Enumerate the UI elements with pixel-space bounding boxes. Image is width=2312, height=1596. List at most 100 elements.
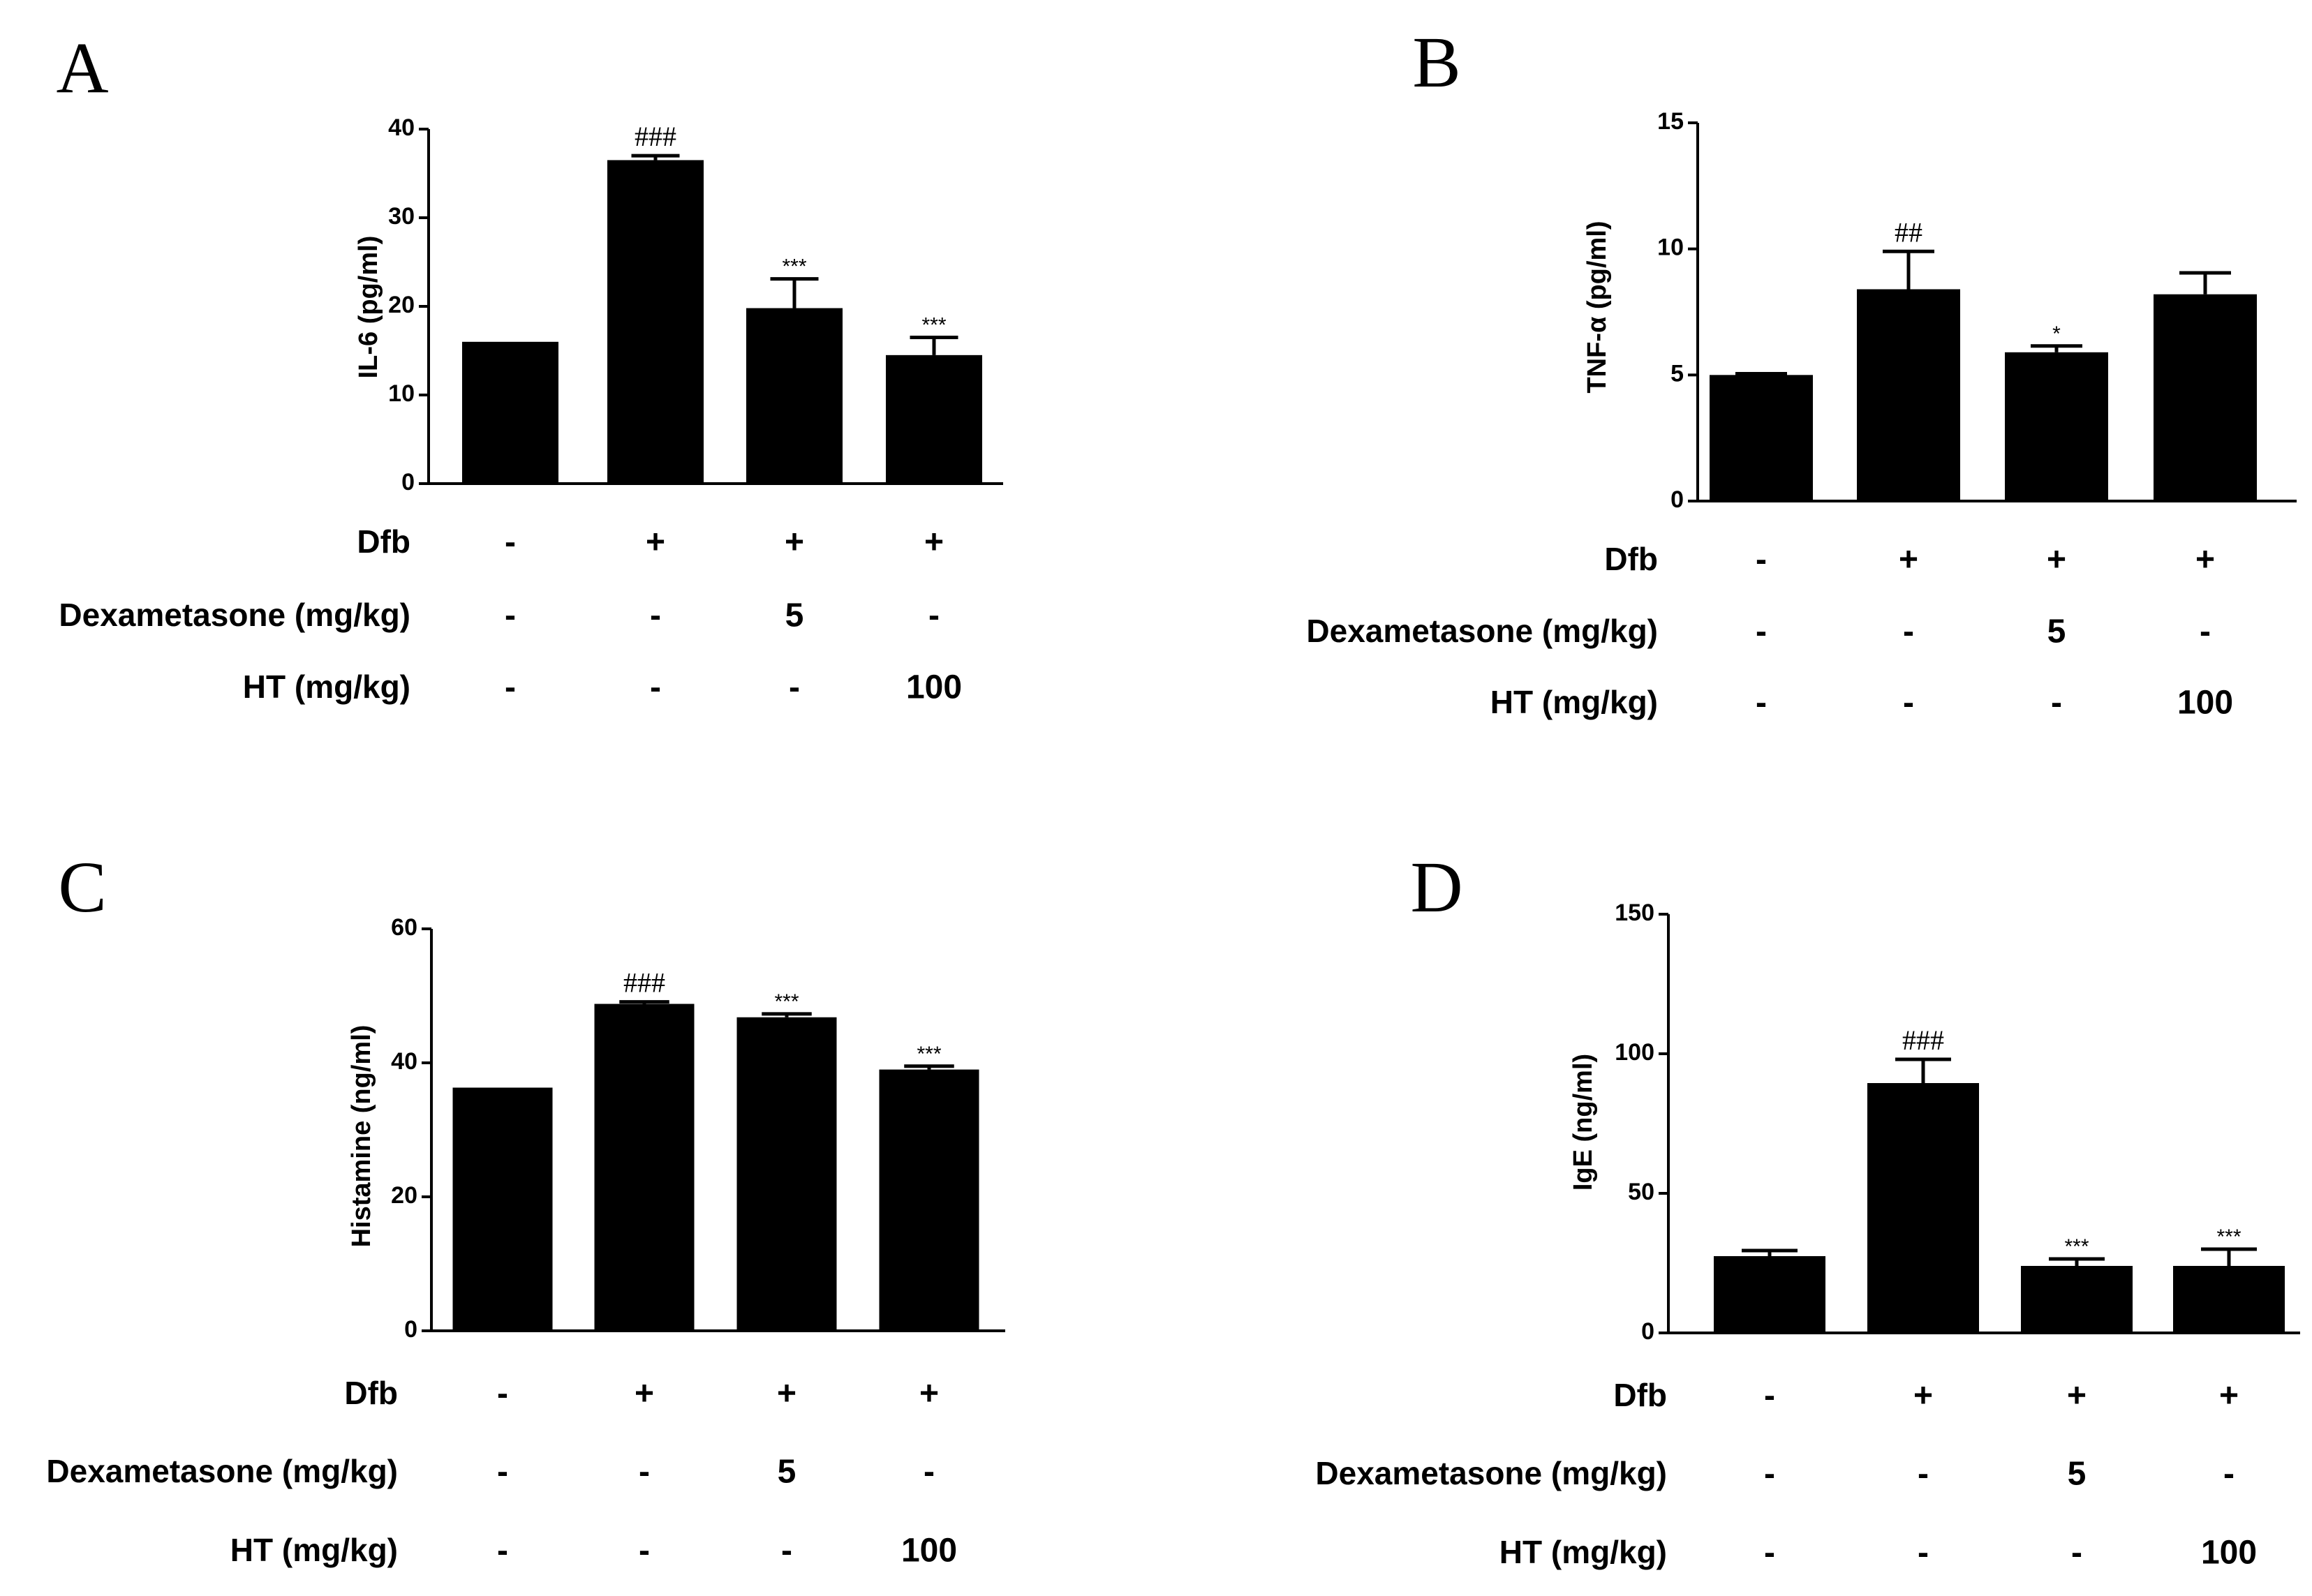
y-tick-label: 10: [388, 380, 415, 407]
y-axis-label: TNF-α (pg/ml): [1583, 221, 1612, 393]
treatment-row-label: HT (mg/kg): [1490, 684, 1658, 720]
bar: [736, 1017, 837, 1331]
treatment-cell: -: [1756, 685, 1767, 722]
treatment-row-label: Dfb: [344, 1375, 398, 1411]
bar: [452, 1087, 553, 1331]
significance-star: ***: [2064, 1235, 2089, 1258]
y-tick-label: 0: [1641, 1318, 1654, 1345]
significance-star: ***: [2216, 1225, 2241, 1248]
bar: [746, 308, 843, 484]
treatment-row-label: HT (mg/kg): [243, 669, 410, 705]
treatment-cell: +: [2219, 1378, 2239, 1415]
treatment-cell: +: [777, 1375, 796, 1412]
bar: [1710, 375, 1813, 501]
bar: [886, 355, 982, 484]
treatment-cell: 100: [906, 669, 962, 706]
treatment-cell: -: [497, 1532, 508, 1569]
bar: [879, 1069, 979, 1331]
y-tick-label: 20: [388, 292, 415, 318]
treatment-cell: -: [2071, 1535, 2082, 1572]
treatment-row-label: Dexametasone (mg/kg): [1306, 613, 1658, 649]
treatment-cell: -: [505, 669, 516, 706]
treatment-cell: +: [2067, 1378, 2087, 1415]
treatment-cell: -: [1918, 1535, 1929, 1572]
treatment-cell: -: [497, 1454, 508, 1491]
treatment-cell: -: [1756, 542, 1767, 579]
treatment-cell: +: [924, 524, 944, 561]
panel-a: A 0 10 20 30 40 IL-6 (pg/ml) ### *** *** Dfb - + + + De…: [56, 28, 1003, 706]
panel-letter: A: [56, 28, 108, 108]
panel-b: B 0 5 10 15 TNF-α (pg/ml) ## * Dfb - + + + Dexametaso…: [1306, 22, 2297, 722]
significance-hash: ###: [635, 121, 676, 152]
y-tick-label: 15: [1657, 108, 1684, 135]
y-tick-label: 20: [391, 1182, 417, 1209]
bar: [2005, 352, 2108, 501]
treatment-cell: 100: [2201, 1535, 2257, 1572]
treatment-row-label: Dfb: [1613, 1377, 1667, 1413]
treatment-cell: -: [928, 597, 940, 634]
treatment-cell: -: [1918, 1456, 1929, 1493]
y-tick-label: 150: [1615, 900, 1654, 926]
treatment-cell: +: [2047, 542, 2066, 579]
treatment-cell: 5: [778, 1454, 796, 1491]
panels: A 0 10 20 30 40 IL-6 (pg/ml) ### *** *** Dfb - + + + De…: [46, 22, 2300, 1572]
treatment-cell: -: [789, 669, 800, 706]
treatment-cell: +: [919, 1375, 939, 1412]
significance-hash: ###: [623, 967, 665, 999]
treatment-cell: -: [1903, 613, 1914, 650]
treatment-row-label: HT (mg/kg): [230, 1532, 398, 1568]
treatment-cell: -: [2051, 685, 2062, 722]
significance-star: ***: [782, 255, 806, 278]
treatment-cell: -: [2200, 613, 2211, 650]
y-tick-label: 0: [404, 1316, 417, 1343]
y-tick-label: 5: [1670, 360, 1684, 387]
bar: [2154, 294, 2257, 501]
treatment-cell: -: [924, 1454, 935, 1491]
panel-letter: C: [58, 847, 106, 927]
treatment-cell: +: [785, 524, 804, 561]
y-tick-label: 40: [388, 114, 415, 141]
bar: [607, 160, 704, 484]
y-tick-label: 40: [391, 1048, 417, 1075]
significance-hash: ###: [1902, 1024, 1944, 1056]
treatment-cell: -: [1764, 1378, 1775, 1415]
treatment-cell: +: [1899, 542, 1918, 579]
treatment-cell: -: [650, 597, 661, 634]
bar: [594, 1004, 695, 1331]
y-axis-label: Histamine (ng/ml): [347, 1025, 376, 1248]
y-tick-label: 30: [388, 203, 415, 230]
panel-letter: B: [1412, 22, 1460, 103]
bar: [2173, 1266, 2285, 1333]
significance-star: ***: [774, 990, 799, 1013]
treatment-cell: -: [781, 1532, 792, 1569]
treatment-cell: -: [2223, 1456, 2235, 1493]
significance-star: ***: [921, 313, 946, 336]
significance-hash: ##: [1895, 216, 1922, 248]
treatment-cell: -: [497, 1375, 508, 1412]
y-tick-label: 100: [1615, 1039, 1654, 1066]
treatment-cell: 100: [901, 1532, 957, 1569]
treatment-cell: -: [639, 1532, 650, 1569]
bar: [1867, 1083, 1979, 1333]
bar: [462, 341, 558, 484]
treatment-row-label: HT (mg/kg): [1499, 1534, 1667, 1570]
significance-star: *: [2052, 322, 2061, 345]
treatment-cell: -: [1764, 1456, 1775, 1493]
treatment-row-label: Dexametasone (mg/kg): [59, 597, 410, 633]
treatment-cell: -: [1903, 685, 1914, 722]
y-tick-label: 50: [1628, 1179, 1654, 1205]
treatment-cell: 5: [2068, 1456, 2087, 1493]
treatment-cell: -: [650, 669, 661, 706]
panel-c: C 0 20 40 60 Histamine (ng/ml) ### *** *** Dfb - + +…: [46, 847, 1005, 1569]
treatment-cell: -: [639, 1454, 650, 1491]
treatment-cell: -: [1764, 1535, 1775, 1572]
y-axis-label: IL-6 (pg/ml): [354, 236, 383, 379]
treatment-row-label: Dexametasone (mg/kg): [46, 1453, 398, 1489]
panel-d: D 0 50 100 150 IgE (ng/ml) ### *** *** Dfb - + + + Dex…: [1315, 847, 2300, 1572]
treatment-cell: +: [1913, 1378, 1933, 1415]
treatment-cell: -: [505, 597, 516, 634]
treatment-cell: +: [646, 524, 665, 561]
bar: [1857, 289, 1960, 501]
